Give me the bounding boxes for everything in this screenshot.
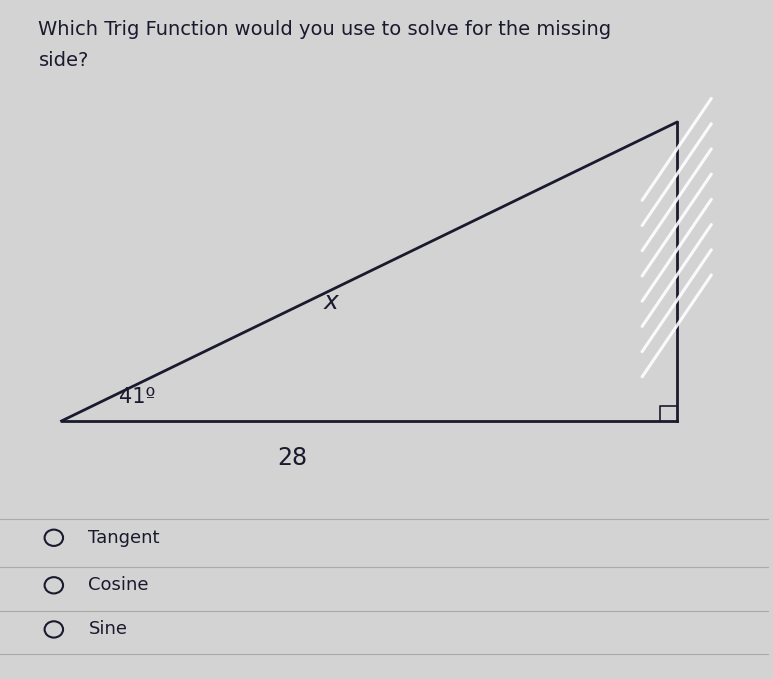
Text: 28: 28 — [278, 446, 308, 471]
Text: 41º: 41º — [119, 387, 155, 407]
Text: side?: side? — [39, 51, 89, 70]
Text: x: x — [323, 290, 338, 314]
Text: Which Trig Function would you use to solve for the missing: Which Trig Function would you use to sol… — [39, 20, 611, 39]
Text: Sine: Sine — [88, 621, 128, 638]
Text: Tangent: Tangent — [88, 529, 160, 547]
Text: Cosine: Cosine — [88, 576, 149, 594]
